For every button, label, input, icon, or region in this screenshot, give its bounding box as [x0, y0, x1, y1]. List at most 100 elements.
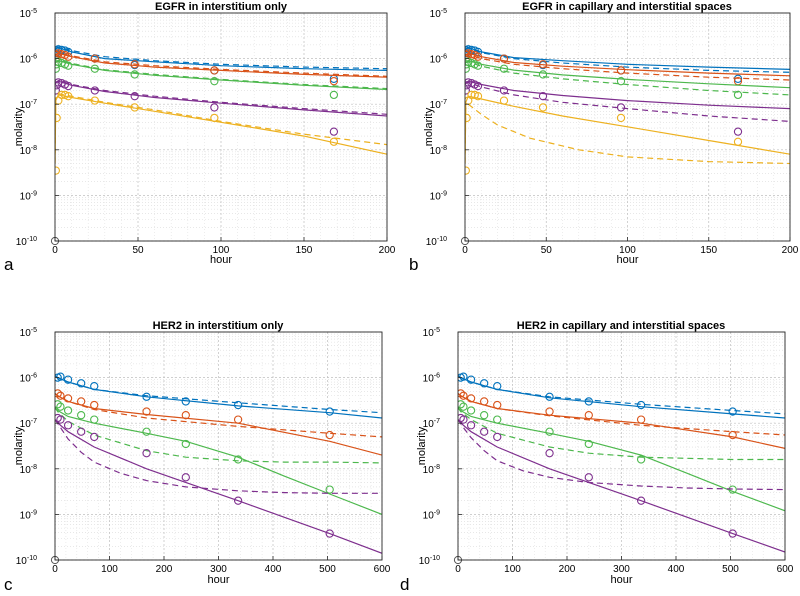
y-tick-label: 10-6 [20, 373, 37, 385]
data-point-purple [142, 449, 151, 458]
data-point-red [728, 430, 737, 440]
data-point-yellow [64, 92, 73, 101]
y-tick-exponent: -9 [441, 190, 447, 197]
series-purple [55, 78, 387, 136]
data-point-purple [465, 86, 470, 95]
x-tick-label: 200 [379, 245, 396, 256]
chart-panel-d: 0 100 200 300 400 500 60010-1010-910-810-710-6… [400, 320, 794, 594]
y-tick-exponent: -7 [434, 418, 440, 425]
data-point-blue [325, 407, 334, 416]
y-axis-label: molarity [416, 426, 428, 465]
model-line-green [465, 60, 790, 89]
y-tick-exponent: -8 [31, 145, 37, 152]
y-tick-exponent: -10 [437, 236, 447, 243]
data-point-blue [480, 379, 489, 388]
data-point-green [130, 70, 139, 79]
y-tick-label: 10-9 [20, 509, 37, 521]
model-line-green [458, 407, 785, 512]
model-dashed-line-purple [465, 81, 790, 122]
data-point-purple [329, 127, 339, 136]
data-point-red [210, 66, 219, 75]
model-line-purple [55, 419, 382, 554]
x-tick-label: 0 [455, 564, 461, 575]
model-line-yellow [465, 95, 790, 164]
data-point-purple [480, 427, 489, 436]
y-tick-base: 10 [423, 419, 435, 430]
model-line-purple [55, 80, 387, 117]
data-point-red [480, 397, 489, 406]
y-tick-base: 10 [16, 237, 28, 248]
data-point-green [459, 402, 468, 411]
data-point-green [55, 60, 61, 69]
x-tick-label: 0 [462, 245, 468, 256]
y-tick-label: 10-5 [423, 327, 440, 339]
y-tick-base: 10 [423, 374, 435, 385]
data-point-yellow [473, 92, 483, 101]
y-tick-label: 10-5 [20, 327, 37, 339]
data-point-red [466, 394, 476, 403]
y-tick-label: 10-8 [20, 145, 37, 157]
model-line-green [55, 407, 382, 515]
model-dashed-line-green [458, 407, 785, 461]
y-tick-exponent: -5 [441, 8, 447, 15]
y-tick-base: 10 [16, 556, 28, 567]
data-point-green [728, 485, 737, 494]
y-tick-base: 10 [423, 510, 435, 521]
x-tick-label: 100 [619, 245, 636, 256]
data-point-green [499, 64, 509, 73]
y-tick-base: 10 [20, 374, 32, 385]
y-tick-exponent: -6 [31, 54, 37, 61]
data-point-blue [493, 381, 502, 391]
y-tick-exponent: -9 [434, 509, 440, 516]
y-tick-label: 10-10 [419, 555, 440, 567]
data-point-green [636, 455, 646, 464]
chart-panel-c: 0 100 200 300 400 500 60010-1010-910-810-710-6… [4, 320, 391, 594]
data-point-yellow [329, 137, 339, 146]
y-tick-label: 10-6 [430, 54, 447, 66]
data-point-green [733, 90, 743, 100]
x-tick-label: 100 [101, 564, 118, 575]
x-tick-label: 500 [319, 564, 336, 575]
data-point-green [465, 60, 471, 69]
y-tick-base: 10 [20, 328, 32, 339]
data-point-green [493, 415, 502, 424]
y-tick-exponent: -7 [31, 99, 37, 106]
data-point-red [130, 60, 139, 69]
y-tick-label: 10-9 [20, 190, 37, 202]
data-point-yellow [90, 96, 99, 105]
data-point-purple [90, 86, 99, 95]
series-red [55, 389, 382, 456]
x-tick-label: 50 [541, 245, 553, 256]
panel-label: c [4, 575, 13, 594]
data-point-red [325, 430, 334, 440]
y-tick-base: 10 [423, 465, 435, 476]
y-tick-label: 10-9 [423, 509, 440, 521]
series-purple [55, 413, 382, 554]
series-red [55, 49, 387, 86]
model-line-blue [55, 46, 387, 71]
data-point-blue [77, 379, 86, 388]
series-green [465, 57, 790, 100]
data-point-purple [728, 529, 737, 538]
data-point-purple [636, 496, 646, 505]
data-point-yellow [538, 103, 548, 112]
y-tick-exponent: -9 [31, 509, 37, 516]
chart-title: EGFR in interstitium only [155, 1, 288, 13]
data-point-red [329, 77, 339, 86]
y-tick-label: 10-5 [20, 8, 37, 20]
y-tick-exponent: -10 [27, 555, 37, 562]
data-point-blue [636, 400, 646, 410]
model-line-yellow [55, 94, 387, 164]
data-point-purple [733, 127, 743, 136]
y-tick-exponent: -7 [441, 99, 447, 106]
data-point-blue [733, 74, 743, 83]
x-tick-label: 50 [132, 245, 144, 256]
y-tick-exponent: -8 [434, 464, 440, 471]
data-point-yellow [465, 113, 471, 123]
data-point-green [329, 90, 339, 100]
model-dashed-line-blue [55, 375, 382, 414]
data-point-red [459, 391, 468, 400]
y-tick-label: 10-10 [16, 555, 37, 567]
